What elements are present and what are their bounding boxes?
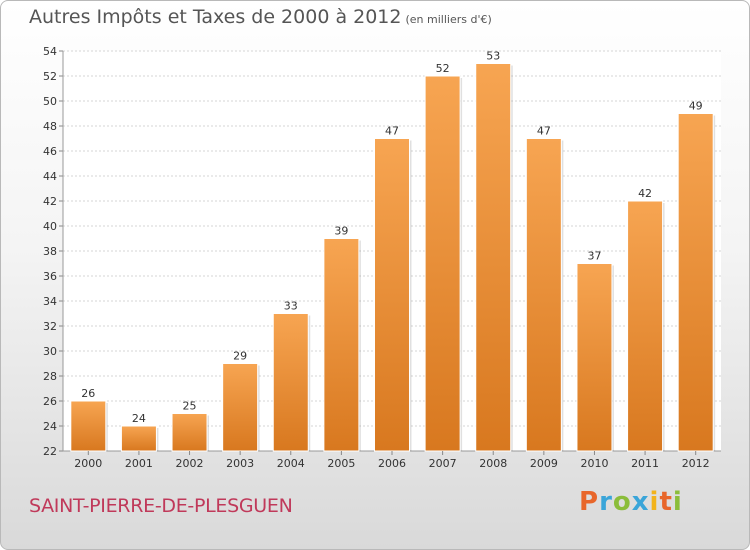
x-tick-label: 2009: [530, 457, 558, 470]
x-tick-label: 2005: [327, 457, 355, 470]
proxiti-logo: Proxiti: [579, 487, 683, 517]
x-tick-label: 2008: [479, 457, 507, 470]
bar: [525, 138, 562, 452]
logo-letter: i: [649, 487, 660, 517]
y-tick-label: 36: [43, 270, 57, 283]
bar-value-label: 25: [183, 400, 197, 413]
x-tick-label: 2000: [74, 457, 102, 470]
chart-title-text: Autres Impôts et Taxes de 2000 à 2012: [29, 6, 402, 28]
x-tick-label: 2006: [378, 457, 406, 470]
y-tick-label: 46: [43, 145, 57, 158]
x-tick-label: 2001: [125, 457, 153, 470]
bar-value-label: 33: [284, 300, 298, 313]
bar: [374, 138, 410, 452]
y-tick-label: 54: [43, 45, 57, 58]
y-tick-label: 38: [43, 245, 57, 258]
bar-value-label: 49: [689, 100, 703, 113]
y-tick-label: 22: [43, 445, 57, 458]
y-tick-label: 48: [43, 120, 57, 133]
chart-title: Autres Impôts et Taxes de 2000 à 2012 (en…: [29, 6, 492, 28]
y-tick-label: 32: [43, 320, 57, 333]
bar: [171, 413, 208, 452]
logo-letter: i: [672, 487, 683, 517]
bar: [424, 75, 461, 452]
commune-name: SAINT-PIERRE-DE-PLESGUEN: [29, 495, 293, 517]
y-tick-label: 24: [43, 420, 57, 433]
logo-letter: P: [579, 487, 600, 517]
y-tick-label: 50: [43, 95, 57, 108]
x-tick-label: 2004: [277, 457, 305, 470]
bar-value-label: 53: [486, 50, 500, 63]
bar: [576, 263, 613, 452]
y-tick-label: 52: [43, 70, 57, 83]
y-tick-label: 42: [43, 195, 57, 208]
bar-value-label: 37: [587, 250, 601, 263]
bar: [475, 63, 512, 452]
y-tick-label: 28: [43, 370, 57, 383]
bar-value-label: 29: [233, 350, 247, 363]
bar: [677, 113, 714, 452]
chart-unit: (en milliers d'€): [405, 13, 492, 26]
logo-letter: x: [631, 487, 650, 517]
x-tick-label: 2003: [226, 457, 254, 470]
bar-value-label: 24: [132, 412, 146, 425]
x-tick-label: 2007: [429, 457, 457, 470]
x-tick-label: 2010: [580, 457, 608, 470]
bar: [120, 425, 157, 452]
logo-letter: r: [599, 487, 613, 517]
bar: [323, 238, 360, 452]
bar-value-label: 42: [638, 187, 652, 200]
bar: [272, 313, 309, 452]
y-tick-label: 26: [43, 395, 57, 408]
bar: [627, 200, 664, 452]
y-tick-label: 34: [43, 295, 57, 308]
logo-letter: t: [659, 487, 673, 517]
y-tick-label: 30: [43, 345, 57, 358]
bar: [70, 400, 107, 452]
y-tick-label: 44: [43, 170, 57, 183]
bar-value-label: 39: [334, 225, 348, 238]
bar: [222, 363, 259, 452]
y-tick-label: 40: [43, 220, 57, 233]
x-tick-label: 2002: [176, 457, 204, 470]
bar-value-label: 26: [81, 387, 95, 400]
bar-value-label: 47: [385, 125, 399, 138]
bar-value-label: 52: [436, 62, 450, 75]
bar-value-label: 47: [537, 125, 551, 138]
logo-letter: o: [612, 487, 632, 517]
x-tick-label: 2011: [631, 457, 659, 470]
x-tick-label: 2012: [682, 457, 710, 470]
